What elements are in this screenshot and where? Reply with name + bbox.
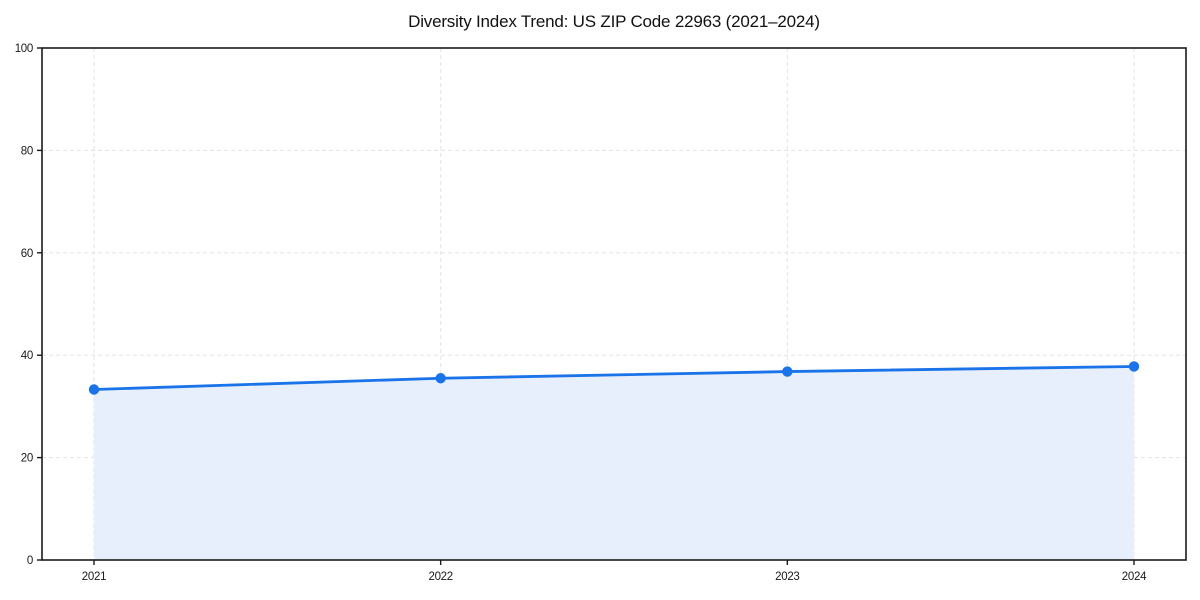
data-point: [782, 366, 793, 377]
x-tick-label: 2021: [82, 571, 106, 583]
y-tick-label: 100: [15, 43, 33, 55]
x-tick-label: 2023: [775, 571, 799, 583]
data-point: [435, 373, 446, 384]
y-tick-label: 20: [21, 453, 33, 465]
data-point: [88, 384, 100, 395]
chart-title: Diversity Index Trend: US ZIP Code 22963…: [408, 12, 820, 31]
y-tick-label: 60: [21, 248, 33, 260]
y-tick-label: 0: [27, 555, 33, 567]
y-tick-label: 80: [21, 145, 33, 157]
y-tick-label: 40: [21, 350, 33, 362]
x-tick-label: 2022: [428, 571, 452, 583]
x-tick-label: 2024: [1122, 571, 1147, 583]
area-fill: [94, 366, 1134, 560]
plot-border: [41, 47, 1187, 561]
trend-line: [92, 365, 1136, 391]
data-point: [1128, 361, 1140, 372]
